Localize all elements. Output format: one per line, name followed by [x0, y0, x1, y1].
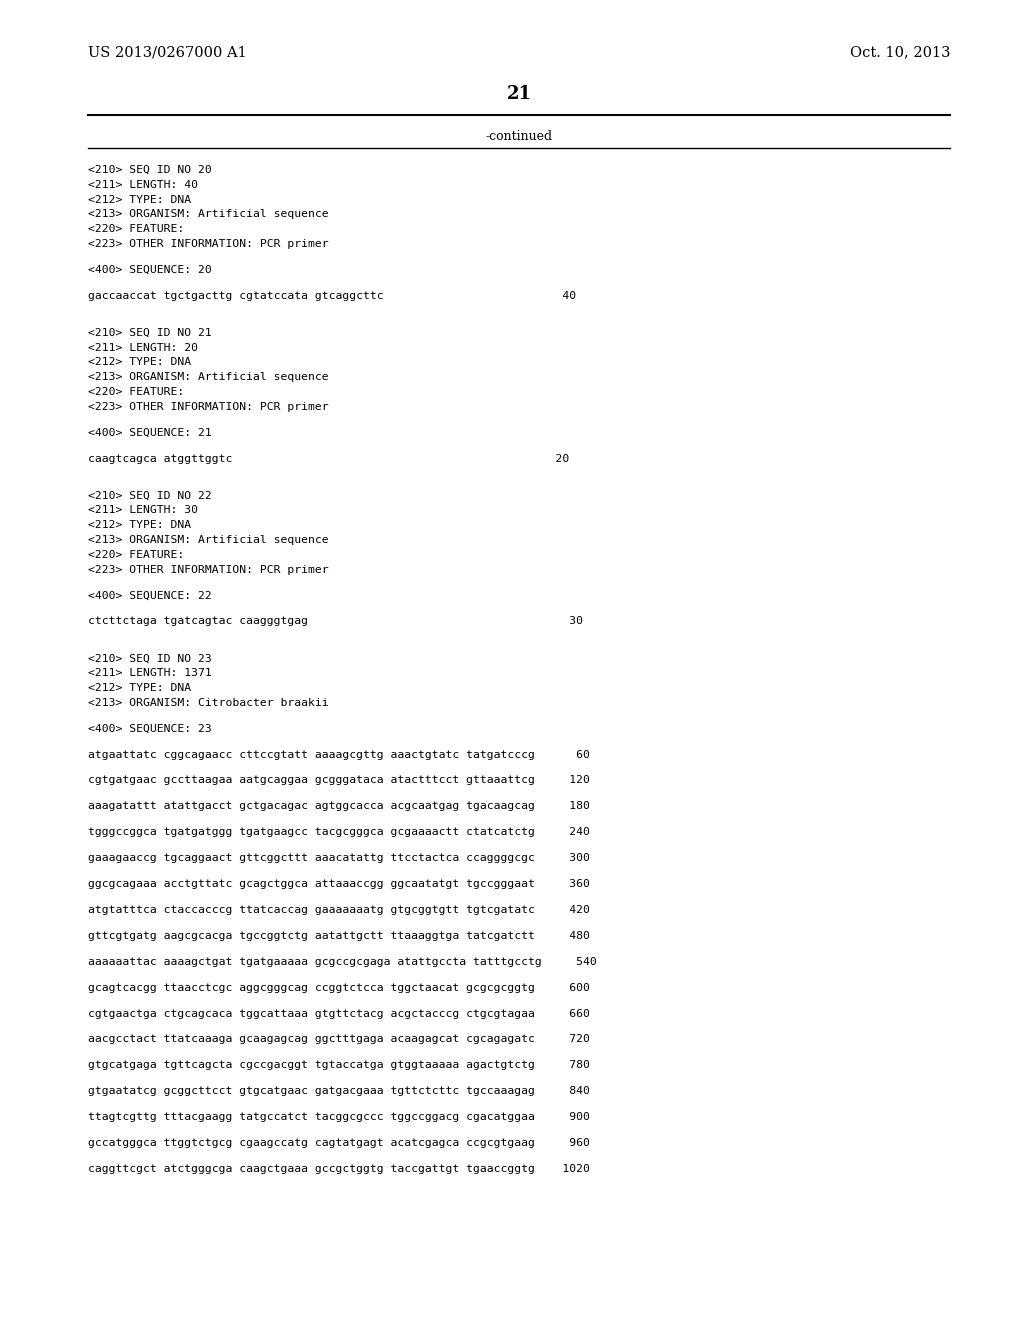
Text: gccatgggca ttggtctgcg cgaagccatg cagtatgagt acatcgagca ccgcgtgaag     960: gccatgggca ttggtctgcg cgaagccatg cagtatg… [88, 1138, 590, 1148]
Text: <211> LENGTH: 40: <211> LENGTH: 40 [88, 180, 198, 190]
Text: <400> SEQUENCE: 22: <400> SEQUENCE: 22 [88, 590, 212, 601]
Text: caggttcgct atctgggcga caagctgaaa gccgctggtg taccgattgt tgaaccggtg    1020: caggttcgct atctgggcga caagctgaaa gccgctg… [88, 1164, 590, 1173]
Text: gcagtcacgg ttaacctcgc aggcgggcag ccggtctcca tggctaacat gcgcgcggtg     600: gcagtcacgg ttaacctcgc aggcgggcag ccggtct… [88, 982, 590, 993]
Text: ttagtcgttg tttacgaagg tatgccatct tacggcgccc tggccggacg cgacatggaa     900: ttagtcgttg tttacgaagg tatgccatct tacggcg… [88, 1113, 590, 1122]
Text: <400> SEQUENCE: 23: <400> SEQUENCE: 23 [88, 723, 212, 734]
Text: <212> TYPE: DNA: <212> TYPE: DNA [88, 358, 191, 367]
Text: <400> SEQUENCE: 20: <400> SEQUENCE: 20 [88, 265, 212, 275]
Text: gtgaatatcg gcggcttcct gtgcatgaac gatgacgaaa tgttctcttc tgccaaagag     840: gtgaatatcg gcggcttcct gtgcatgaac gatgacg… [88, 1086, 590, 1097]
Text: atgaattatc cggcagaacc cttccgtatt aaaagcgttg aaactgtatc tatgatcccg      60: atgaattatc cggcagaacc cttccgtatt aaaagcg… [88, 750, 590, 759]
Text: <223> OTHER INFORMATION: PCR primer: <223> OTHER INFORMATION: PCR primer [88, 239, 329, 249]
Text: <213> ORGANISM: Artificial sequence: <213> ORGANISM: Artificial sequence [88, 210, 329, 219]
Text: <210> SEQ ID NO 23: <210> SEQ ID NO 23 [88, 653, 212, 664]
Text: gttcgtgatg aagcgcacga tgccggtctg aatattgctt ttaaaggtga tatcgatctt     480: gttcgtgatg aagcgcacga tgccggtctg aatattg… [88, 931, 590, 941]
Text: <210> SEQ ID NO 22: <210> SEQ ID NO 22 [88, 491, 212, 500]
Text: gaaagaaccg tgcaggaact gttcggcttt aaacatattg ttcctactca ccaggggcgc     300: gaaagaaccg tgcaggaact gttcggcttt aaacata… [88, 853, 590, 863]
Text: <400> SEQUENCE: 21: <400> SEQUENCE: 21 [88, 428, 212, 438]
Text: 21: 21 [507, 84, 531, 103]
Text: <213> ORGANISM: Citrobacter braakii: <213> ORGANISM: Citrobacter braakii [88, 698, 329, 708]
Text: <211> LENGTH: 1371: <211> LENGTH: 1371 [88, 668, 212, 678]
Text: <220> FEATURE:: <220> FEATURE: [88, 387, 184, 397]
Text: ggcgcagaaa acctgttatc gcagctggca attaaaccgg ggcaatatgt tgccgggaat     360: ggcgcagaaa acctgttatc gcagctggca attaaac… [88, 879, 590, 890]
Text: <223> OTHER INFORMATION: PCR primer: <223> OTHER INFORMATION: PCR primer [88, 401, 329, 412]
Text: cgtgaactga ctgcagcaca tggcattaaa gtgttctacg acgctacccg ctgcgtagaa     660: cgtgaactga ctgcagcaca tggcattaaa gtgttct… [88, 1008, 590, 1019]
Text: US 2013/0267000 A1: US 2013/0267000 A1 [88, 45, 247, 59]
Text: <210> SEQ ID NO 20: <210> SEQ ID NO 20 [88, 165, 212, 176]
Text: <211> LENGTH: 30: <211> LENGTH: 30 [88, 506, 198, 515]
Text: <212> TYPE: DNA: <212> TYPE: DNA [88, 682, 191, 693]
Text: <212> TYPE: DNA: <212> TYPE: DNA [88, 520, 191, 531]
Text: gaccaaccat tgctgacttg cgtatccata gtcaggcttc                          40: gaccaaccat tgctgacttg cgtatccata gtcaggc… [88, 290, 577, 301]
Text: aacgcctact ttatcaaaga gcaagagcag ggctttgaga acaagagcat cgcagagatc     720: aacgcctact ttatcaaaga gcaagagcag ggctttg… [88, 1035, 590, 1044]
Text: aaaaaattac aaaagctgat tgatgaaaaa gcgccgcgaga atattgccta tatttgcctg     540: aaaaaattac aaaagctgat tgatgaaaaa gcgccgc… [88, 957, 597, 966]
Text: <212> TYPE: DNA: <212> TYPE: DNA [88, 194, 191, 205]
Text: <211> LENGTH: 20: <211> LENGTH: 20 [88, 343, 198, 352]
Text: <223> OTHER INFORMATION: PCR primer: <223> OTHER INFORMATION: PCR primer [88, 565, 329, 574]
Text: <210> SEQ ID NO 21: <210> SEQ ID NO 21 [88, 327, 212, 338]
Text: caagtcagca atggttggtc                                               20: caagtcagca atggttggtc 20 [88, 454, 569, 463]
Text: <213> ORGANISM: Artificial sequence: <213> ORGANISM: Artificial sequence [88, 535, 329, 545]
Text: -continued: -continued [485, 129, 553, 143]
Text: gtgcatgaga tgttcagcta cgccgacggt tgtaccatga gtggtaaaaa agactgtctg     780: gtgcatgaga tgttcagcta cgccgacggt tgtacca… [88, 1060, 590, 1071]
Text: ctcttctaga tgatcagtac caagggtgag                                      30: ctcttctaga tgatcagtac caagggtgag 30 [88, 616, 583, 627]
Text: tgggccggca tgatgatggg tgatgaagcc tacgcgggca gcgaaaactt ctatcatctg     240: tgggccggca tgatgatggg tgatgaagcc tacgcgg… [88, 828, 590, 837]
Text: Oct. 10, 2013: Oct. 10, 2013 [850, 45, 950, 59]
Text: <213> ORGANISM: Artificial sequence: <213> ORGANISM: Artificial sequence [88, 372, 329, 383]
Text: cgtgatgaac gccttaagaa aatgcaggaa gcgggataca atactttcct gttaaattcg     120: cgtgatgaac gccttaagaa aatgcaggaa gcgggat… [88, 775, 590, 785]
Text: <220> FEATURE:: <220> FEATURE: [88, 224, 184, 234]
Text: atgtatttca ctaccacccg ttatcaccag gaaaaaaatg gtgcggtgtt tgtcgatatc     420: atgtatttca ctaccacccg ttatcaccag gaaaaaa… [88, 906, 590, 915]
Text: aaagatattt atattgacct gctgacagac agtggcacca acgcaatgag tgacaagcag     180: aaagatattt atattgacct gctgacagac agtggca… [88, 801, 590, 812]
Text: <220> FEATURE:: <220> FEATURE: [88, 550, 184, 560]
